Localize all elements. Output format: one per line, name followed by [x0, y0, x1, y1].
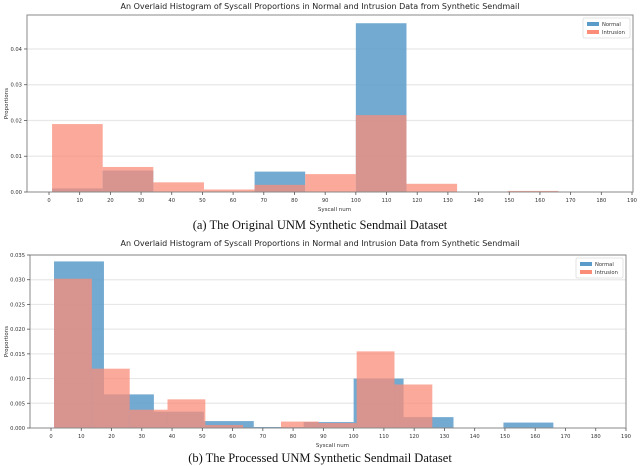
x-tick-label: 0: [47, 198, 50, 204]
x-tick-label: 30: [138, 198, 145, 204]
x-tick-label: 50: [199, 198, 206, 204]
x-tick-label: 20: [107, 198, 114, 204]
x-tick-label: 130: [443, 198, 453, 204]
legend-label: Intrusion: [595, 270, 618, 276]
figure-a: An Overlaid Histogram of Syscall Proport…: [0, 0, 640, 230]
y-axis: 0.000 0.005 0.010 0.015 0.020 0.025 0.030 0.035…: [4, 253, 30, 432]
x-axis: 0 10 20 30 40 50 60 70 80 90 100 110 120 130 140 150 160…: [49, 428, 631, 449]
bar-intrusion: [92, 369, 130, 428]
x-tick-label: 140: [474, 198, 484, 204]
legend-swatch-normal: [587, 22, 599, 26]
bar-intrusion: [54, 279, 92, 428]
figure-caption: (a) The Original UNM Synthetic Sendmail …: [0, 218, 640, 233]
y-axis: 0.00 0.01 0.02 0.03 0.04 Proportions: [4, 47, 27, 196]
y-tick-label: 0.030: [10, 278, 25, 284]
y-axis-label: Proportions: [4, 326, 10, 357]
bar-intrusion: [52, 124, 103, 192]
bar-intrusion: [394, 385, 432, 428]
y-tick-label: 0.04: [10, 47, 22, 53]
y-tick-label: 0.025: [10, 302, 25, 308]
x-tick-label: 140: [470, 434, 480, 440]
x-tick-label: 150: [500, 434, 510, 440]
legend-swatch-intrusion: [587, 30, 599, 34]
x-tick-label: 10: [78, 434, 85, 440]
x-tick-label: 180: [591, 434, 601, 440]
axes-frame: [27, 15, 633, 192]
y-tick-label: 0.005: [10, 401, 25, 407]
bar-intrusion: [130, 410, 168, 428]
x-tick-label: 160: [530, 434, 540, 440]
x-tick-label: 70: [260, 434, 267, 440]
y-tick-label: 0.015: [10, 352, 25, 358]
x-tick-label: 190: [621, 434, 631, 440]
legend-label: Intrusion: [602, 30, 625, 36]
bar-intrusion: [153, 182, 204, 192]
y-axis-label: Proportions: [4, 88, 10, 119]
x-tick-label: 50: [199, 434, 206, 440]
x-tick-label: 110: [379, 434, 389, 440]
x-tick-label: 150: [504, 198, 514, 204]
x-axis-label: Syscall num: [316, 443, 349, 449]
legend-swatch-intrusion: [580, 270, 592, 274]
x-tick-label: 40: [168, 198, 175, 204]
x-tick-label: 100: [349, 434, 359, 440]
legend: Normal Intrusion: [576, 258, 623, 278]
y-tick-label: 0.010: [10, 377, 25, 383]
gridlines: [27, 49, 633, 156]
x-tick-label: 20: [108, 434, 115, 440]
bar-normal: [503, 423, 553, 428]
bar-intrusion: [319, 423, 357, 428]
x-tick-label: 90: [322, 198, 329, 204]
bar-intrusion: [255, 185, 306, 192]
y-tick-label: 0.00: [10, 190, 22, 196]
y-tick-label: 0.03: [10, 83, 22, 89]
x-tick-label: 170: [561, 434, 571, 440]
x-tick-label: 110: [382, 198, 392, 204]
x-tick-label: 120: [412, 198, 422, 204]
bar-intrusion: [406, 184, 457, 192]
x-tick-label: 30: [138, 434, 145, 440]
x-tick-label: 120: [409, 434, 419, 440]
legend-label: Normal: [595, 262, 614, 268]
x-tick-label: 180: [596, 198, 606, 204]
x-tick-label: 10: [76, 198, 83, 204]
x-tick-label: 0: [49, 434, 52, 440]
x-tick-label: 80: [291, 198, 298, 204]
bar-intrusion: [103, 167, 154, 192]
legend-label: Normal: [602, 22, 621, 28]
x-axis: 0 10 20 30 40 50 60 70 80 90 100 110 120 130 140 150 160…: [47, 192, 637, 213]
y-tick-label: 0.02: [10, 118, 22, 124]
y-tick-label: 0.000: [10, 426, 25, 432]
legend: Normal Intrusion: [583, 18, 630, 38]
y-tick-label: 0.035: [10, 253, 25, 259]
x-tick-label: 70: [260, 198, 267, 204]
x-tick-label: 160: [535, 198, 545, 204]
x-tick-label: 190: [627, 198, 637, 204]
bar-intrusion: [168, 399, 206, 428]
legend-swatch-normal: [580, 262, 592, 266]
bar-intrusion: [305, 174, 356, 192]
x-tick-label: 170: [566, 198, 576, 204]
histogram-chart: 0.000 0.005 0.010 0.015 0.020 0.025 0.030 0.035…: [0, 236, 640, 451]
y-tick-label: 0.020: [10, 327, 25, 333]
bar-intrusion: [357, 351, 395, 428]
histogram-chart: 0.00 0.01 0.02 0.03 0.04 Proportions 0 10 20 30 40…: [0, 0, 640, 215]
x-tick-label: 90: [320, 434, 327, 440]
bar-intrusion: [356, 115, 407, 192]
x-tick-label: 80: [290, 434, 297, 440]
x-tick-label: 60: [229, 434, 236, 440]
x-tick-label: 130: [439, 434, 449, 440]
bar-intrusion: [281, 422, 319, 428]
x-tick-label: 100: [351, 198, 361, 204]
figure-caption: (b) The Processed UNM Synthetic Sendmail…: [0, 451, 640, 466]
x-tick-label: 60: [230, 198, 237, 204]
y-tick-label: 0.01: [10, 154, 22, 160]
figure-b: An Overlaid Histogram of Syscall Proport…: [0, 236, 640, 465]
x-tick-label: 40: [169, 434, 176, 440]
x-axis-label: Syscall num: [318, 207, 351, 213]
